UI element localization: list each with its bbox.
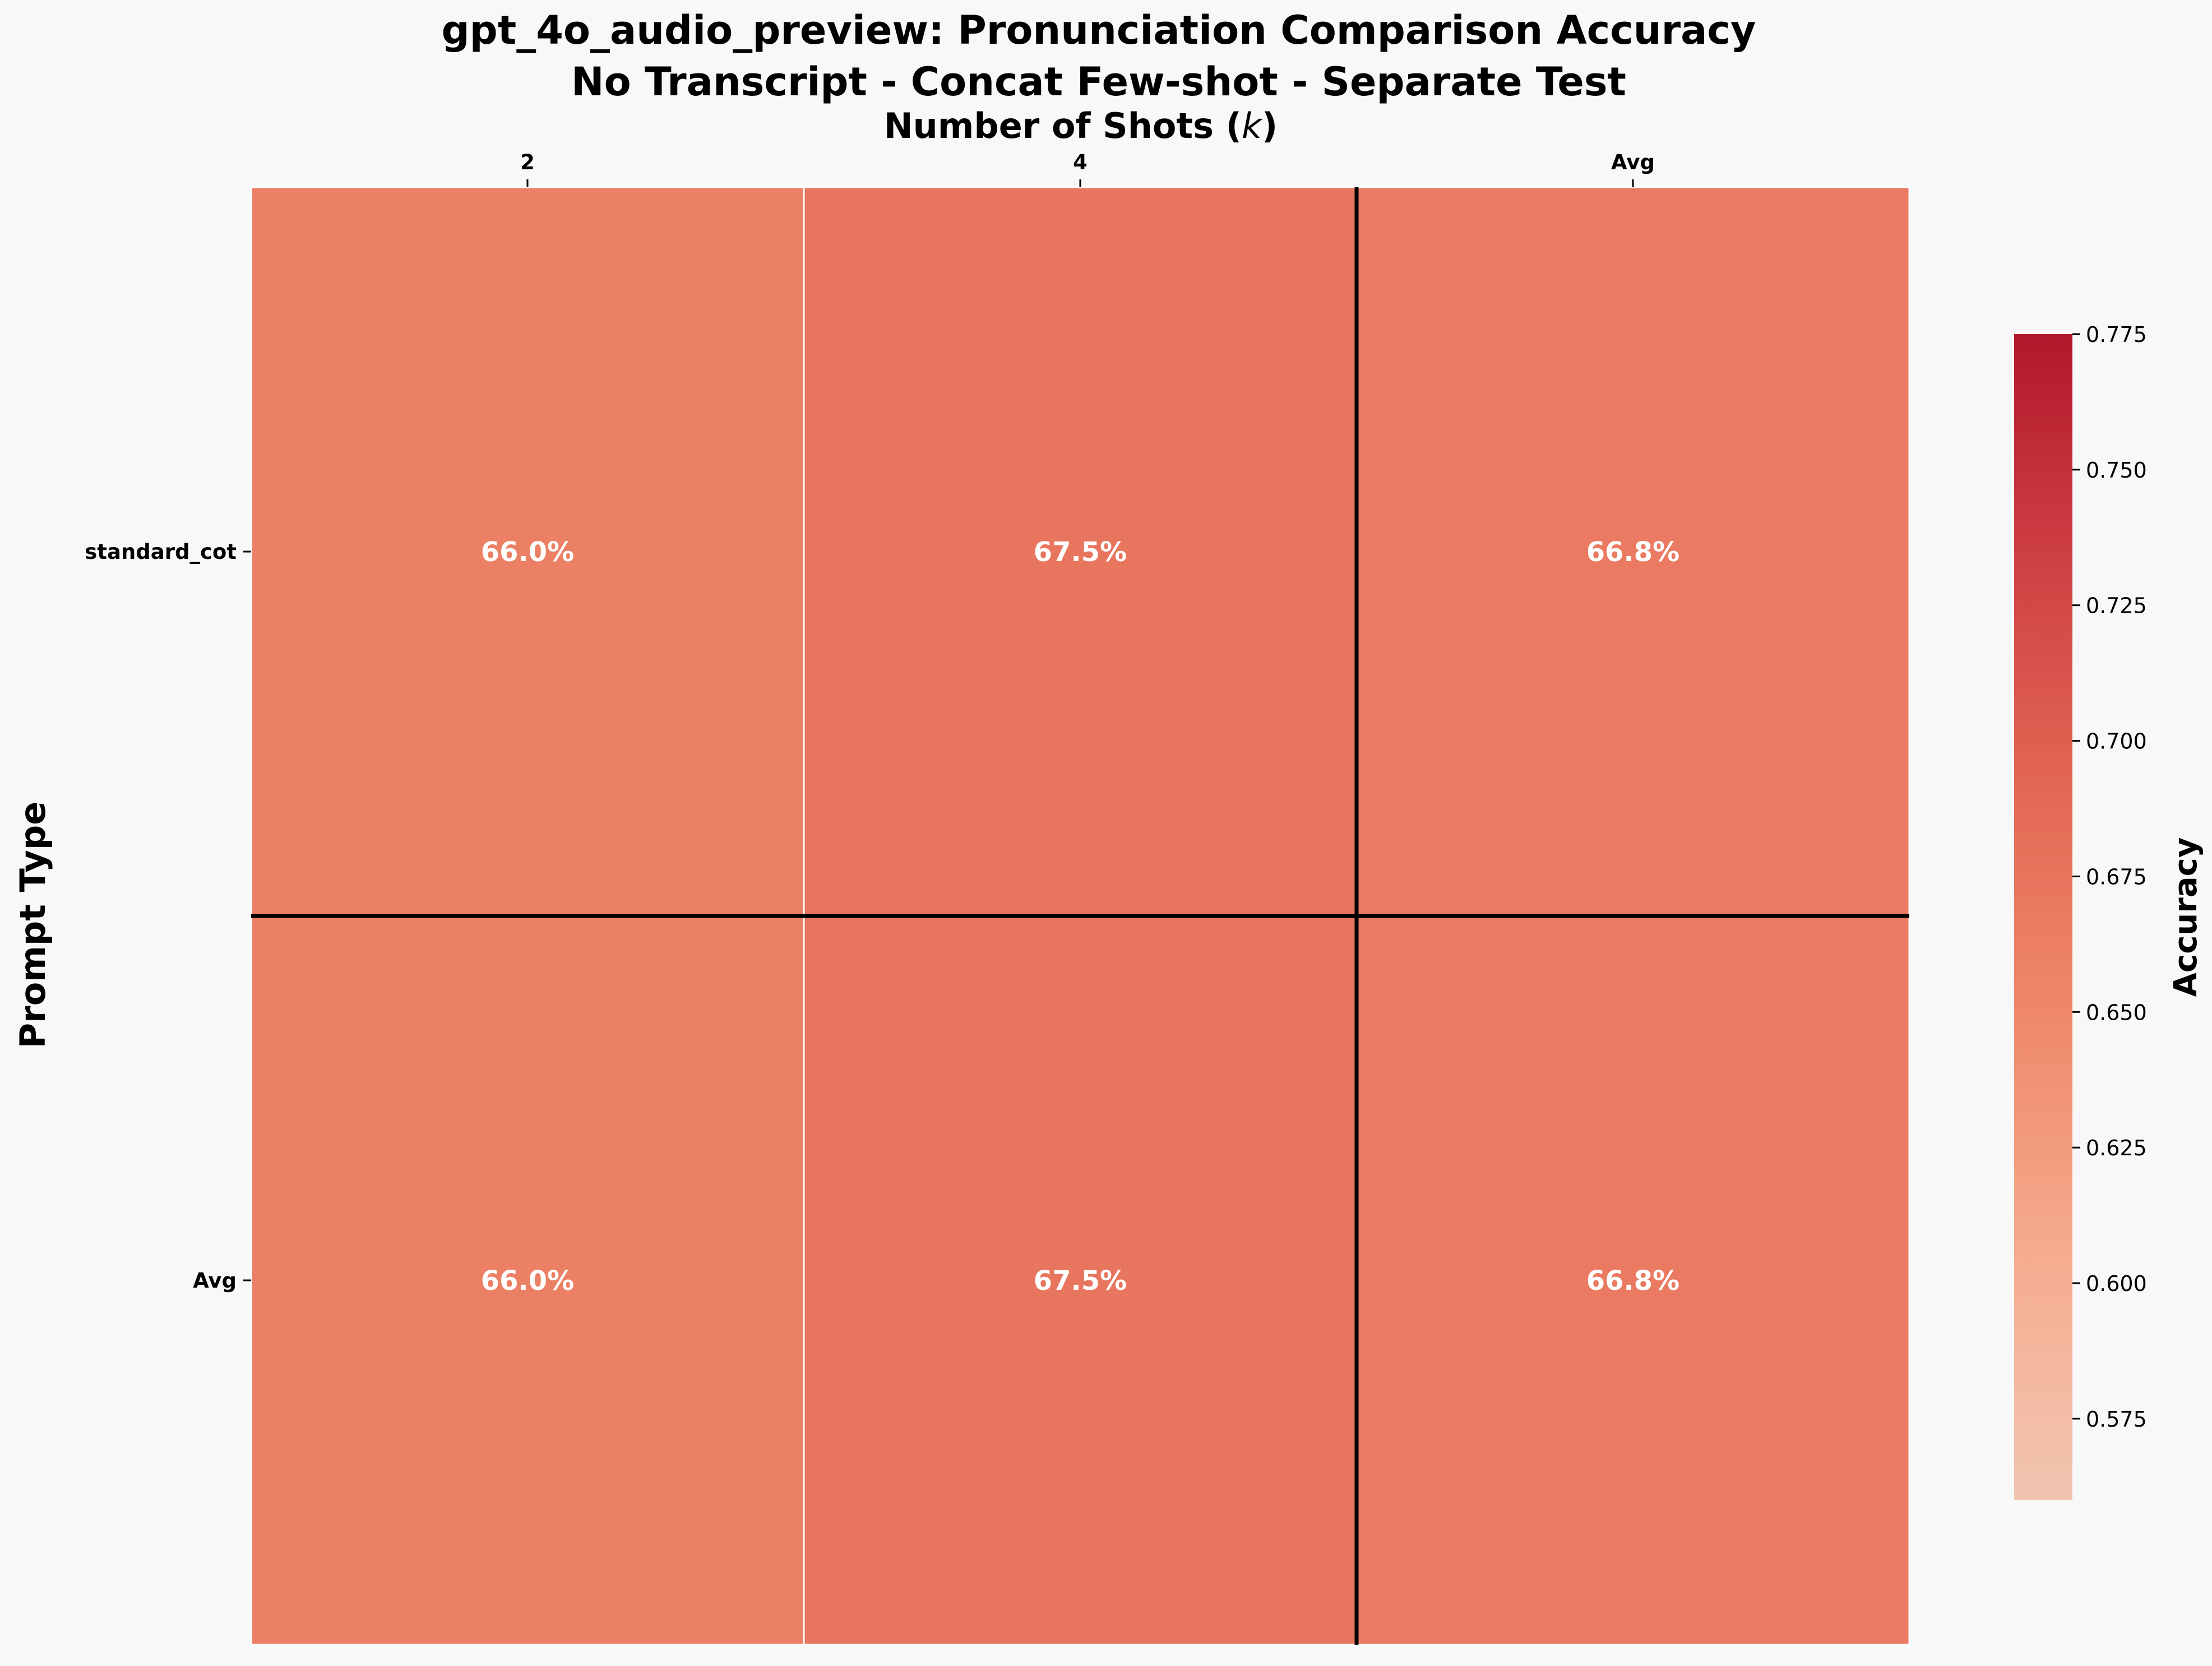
colorbar bbox=[2014, 334, 2072, 1500]
heatmap-cell bbox=[803, 186, 1358, 917]
colorbar-label: Accuracy bbox=[2168, 837, 2204, 997]
x-axis-title: Number of Shots (k) bbox=[884, 105, 1278, 146]
colorbar-ticks: 0.575 0.600 0.625 0.650 0.675 0.700 0.725 0.750… bbox=[2072, 322, 2147, 1432]
heatmap-cell bbox=[250, 915, 805, 1646]
x-axis-ticks: 2 4 Avg bbox=[520, 150, 1655, 187]
cell-value-label: 66.8% bbox=[1586, 1265, 1680, 1297]
x-tick-label: 4 bbox=[1073, 150, 1088, 174]
chart-subtitle: No Transcript - Concat Few-shot - Separa… bbox=[571, 59, 1626, 105]
colorbar-tick-label: 0.575 bbox=[2086, 1407, 2147, 1432]
heatmap-cell bbox=[803, 915, 1358, 1646]
y-tick-label: standard_cot bbox=[85, 540, 237, 564]
heatmap-cell bbox=[1355, 915, 1910, 1646]
cell-value-label: 66.8% bbox=[1586, 536, 1680, 568]
heatmap-separators bbox=[251, 187, 1909, 1645]
colorbar-tick-label: 0.700 bbox=[2086, 729, 2147, 754]
chart-title: gpt_4o_audio_preview: Pronunciation Comp… bbox=[442, 7, 1756, 53]
cell-value-label: 67.5% bbox=[1034, 1265, 1127, 1297]
cell-value-label: 66.0% bbox=[481, 1265, 575, 1297]
heatmap-cells bbox=[250, 186, 1910, 1646]
y-axis-title: Prompt Type bbox=[12, 802, 53, 1049]
x-tick-label: 2 bbox=[520, 150, 535, 174]
heatmap-cell-labels: 66.0% 67.5% 66.8% 66.0% 67.5% 66.8% bbox=[481, 536, 1680, 1297]
y-axis-ticks: standard_cot Avg bbox=[85, 540, 251, 1293]
colorbar-tick-label: 0.625 bbox=[2086, 1136, 2147, 1160]
colorbar-tick-label: 0.600 bbox=[2086, 1271, 2147, 1296]
colorbar-tick-label: 0.675 bbox=[2086, 864, 2147, 889]
cell-value-label: 67.5% bbox=[1034, 536, 1127, 568]
x-tick-label: Avg bbox=[1611, 150, 1655, 174]
colorbar-tick-label: 0.650 bbox=[2086, 1000, 2147, 1025]
colorbar-tick-label: 0.775 bbox=[2086, 322, 2147, 347]
heatmap-cell bbox=[250, 186, 805, 917]
cell-value-label: 66.0% bbox=[481, 536, 575, 568]
colorbar-tick-label: 0.750 bbox=[2086, 458, 2147, 483]
colorbar-tick-label: 0.725 bbox=[2086, 594, 2147, 618]
y-tick-label: Avg bbox=[193, 1269, 237, 1293]
